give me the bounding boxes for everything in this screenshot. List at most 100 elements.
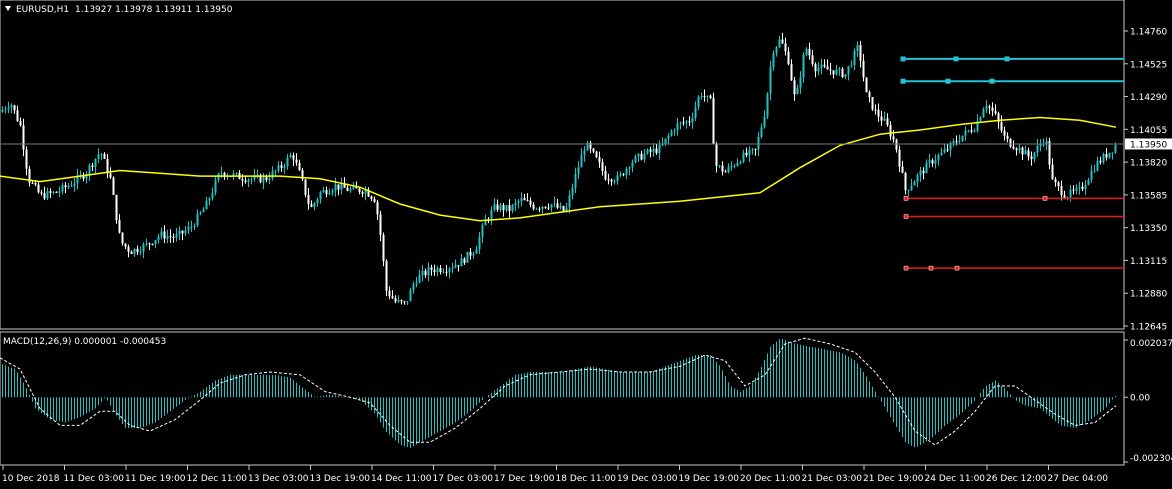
- candle-body: [688, 121, 691, 123]
- candle-body: [742, 152, 745, 162]
- candle-body: [481, 225, 484, 237]
- candle-body: [163, 231, 166, 239]
- time-tick-label: 26 Dec 12:00: [986, 474, 1047, 484]
- candle-body: [997, 113, 1000, 122]
- time-tick-label: 21 Dec 03:00: [802, 474, 863, 484]
- candle-body: [814, 64, 817, 72]
- candle-body: [712, 98, 715, 144]
- candle-body: [556, 203, 559, 208]
- candle-body: [973, 130, 976, 132]
- candle-body: [511, 205, 514, 211]
- price-tick-label: 1.14055: [1130, 126, 1167, 136]
- candle-body: [970, 130, 973, 132]
- candle-body: [1030, 156, 1033, 160]
- candle-body: [988, 106, 991, 108]
- level-marker: [953, 56, 959, 62]
- candle-body: [1087, 179, 1090, 185]
- candle-body: [478, 236, 481, 250]
- candle-body: [34, 182, 37, 185]
- candle-body: [1033, 152, 1036, 160]
- candle-body: [136, 248, 139, 253]
- candle-body: [811, 55, 814, 65]
- moving-average: [0, 116, 1117, 222]
- candle-body: [142, 244, 145, 252]
- candle-body: [892, 136, 895, 140]
- price-tick-label: 1.14525: [1130, 60, 1167, 70]
- candle-body: [1102, 153, 1105, 163]
- candle-body: [781, 39, 784, 44]
- candle-body: [538, 208, 541, 210]
- candle-body: [82, 174, 85, 179]
- candle-body: [1075, 187, 1078, 191]
- candle-body: [745, 152, 748, 156]
- candle-body: [961, 135, 964, 141]
- candle-body: [367, 189, 370, 197]
- candle-body: [397, 300, 400, 302]
- triangle-down-icon[interactable]: [5, 6, 11, 11]
- candle-body: [223, 172, 226, 177]
- candle-body: [292, 155, 295, 160]
- candle-body: [1054, 179, 1057, 183]
- macd-tick-label: 0.00: [1130, 394, 1150, 404]
- candle-body: [1099, 160, 1102, 163]
- candle-body: [10, 105, 13, 108]
- candle-body: [1015, 148, 1018, 151]
- candle-body: [4, 109, 7, 111]
- candle-body: [64, 185, 67, 188]
- candle-body: [1000, 121, 1003, 131]
- candle-body: [91, 165, 94, 167]
- candle-body: [364, 189, 367, 194]
- candle-body: [421, 270, 424, 275]
- candle-body: [298, 162, 301, 171]
- level-marker: [928, 265, 934, 271]
- candle-body: [586, 142, 589, 151]
- candle-body: [484, 219, 487, 226]
- candle-body: [526, 200, 529, 202]
- candle-body: [643, 153, 646, 160]
- candle-body: [763, 116, 766, 128]
- candle-body: [334, 184, 337, 191]
- candle-body: [826, 66, 829, 70]
- candle-body: [820, 64, 823, 69]
- candle-body: [760, 127, 763, 137]
- candle-body: [979, 117, 982, 121]
- candle-body: [874, 109, 877, 111]
- candle-body: [1051, 164, 1054, 180]
- candle-body: [274, 170, 277, 172]
- candle-body: [748, 149, 751, 156]
- candle-body: [25, 149, 28, 169]
- candle-body: [250, 178, 253, 180]
- candle-body: [31, 182, 34, 184]
- macd-signal-line: [0, 337, 1117, 446]
- candle-body: [967, 130, 970, 132]
- candle-body: [370, 196, 373, 199]
- candle-body: [715, 143, 718, 166]
- macd-tick-label: 0.002037: [1130, 339, 1172, 349]
- candle-body: [991, 107, 994, 112]
- candle-body: [508, 205, 511, 211]
- candle-body: [952, 141, 955, 143]
- candle-body: [1096, 160, 1099, 171]
- level-lines: [900, 56, 1124, 271]
- macd-label: MACD(12,26,9) 0.000001 -0.000453: [3, 337, 166, 347]
- candle-body: [1084, 184, 1087, 190]
- candle-body: [1045, 140, 1048, 144]
- candle-body: [499, 205, 502, 210]
- candle-body: [148, 243, 151, 245]
- candle-body: [160, 231, 163, 237]
- candles-group: [1, 32, 1117, 306]
- macd-panel-frame: [0, 331, 1125, 466]
- candle-body: [895, 139, 898, 150]
- candle-body: [838, 68, 841, 70]
- time-tick-label: 11 Dec 03:00: [64, 474, 125, 484]
- candle-body: [277, 165, 280, 171]
- price-tick-label: 1.13350: [1130, 224, 1167, 234]
- candle-body: [430, 267, 433, 271]
- macd-indicator: [0, 337, 1117, 448]
- candle-body: [898, 149, 901, 167]
- time-tick-label: 20 Dec 11:00: [740, 474, 801, 484]
- candle-body: [703, 96, 706, 98]
- candle-body: [604, 170, 607, 180]
- candle-body: [757, 136, 760, 150]
